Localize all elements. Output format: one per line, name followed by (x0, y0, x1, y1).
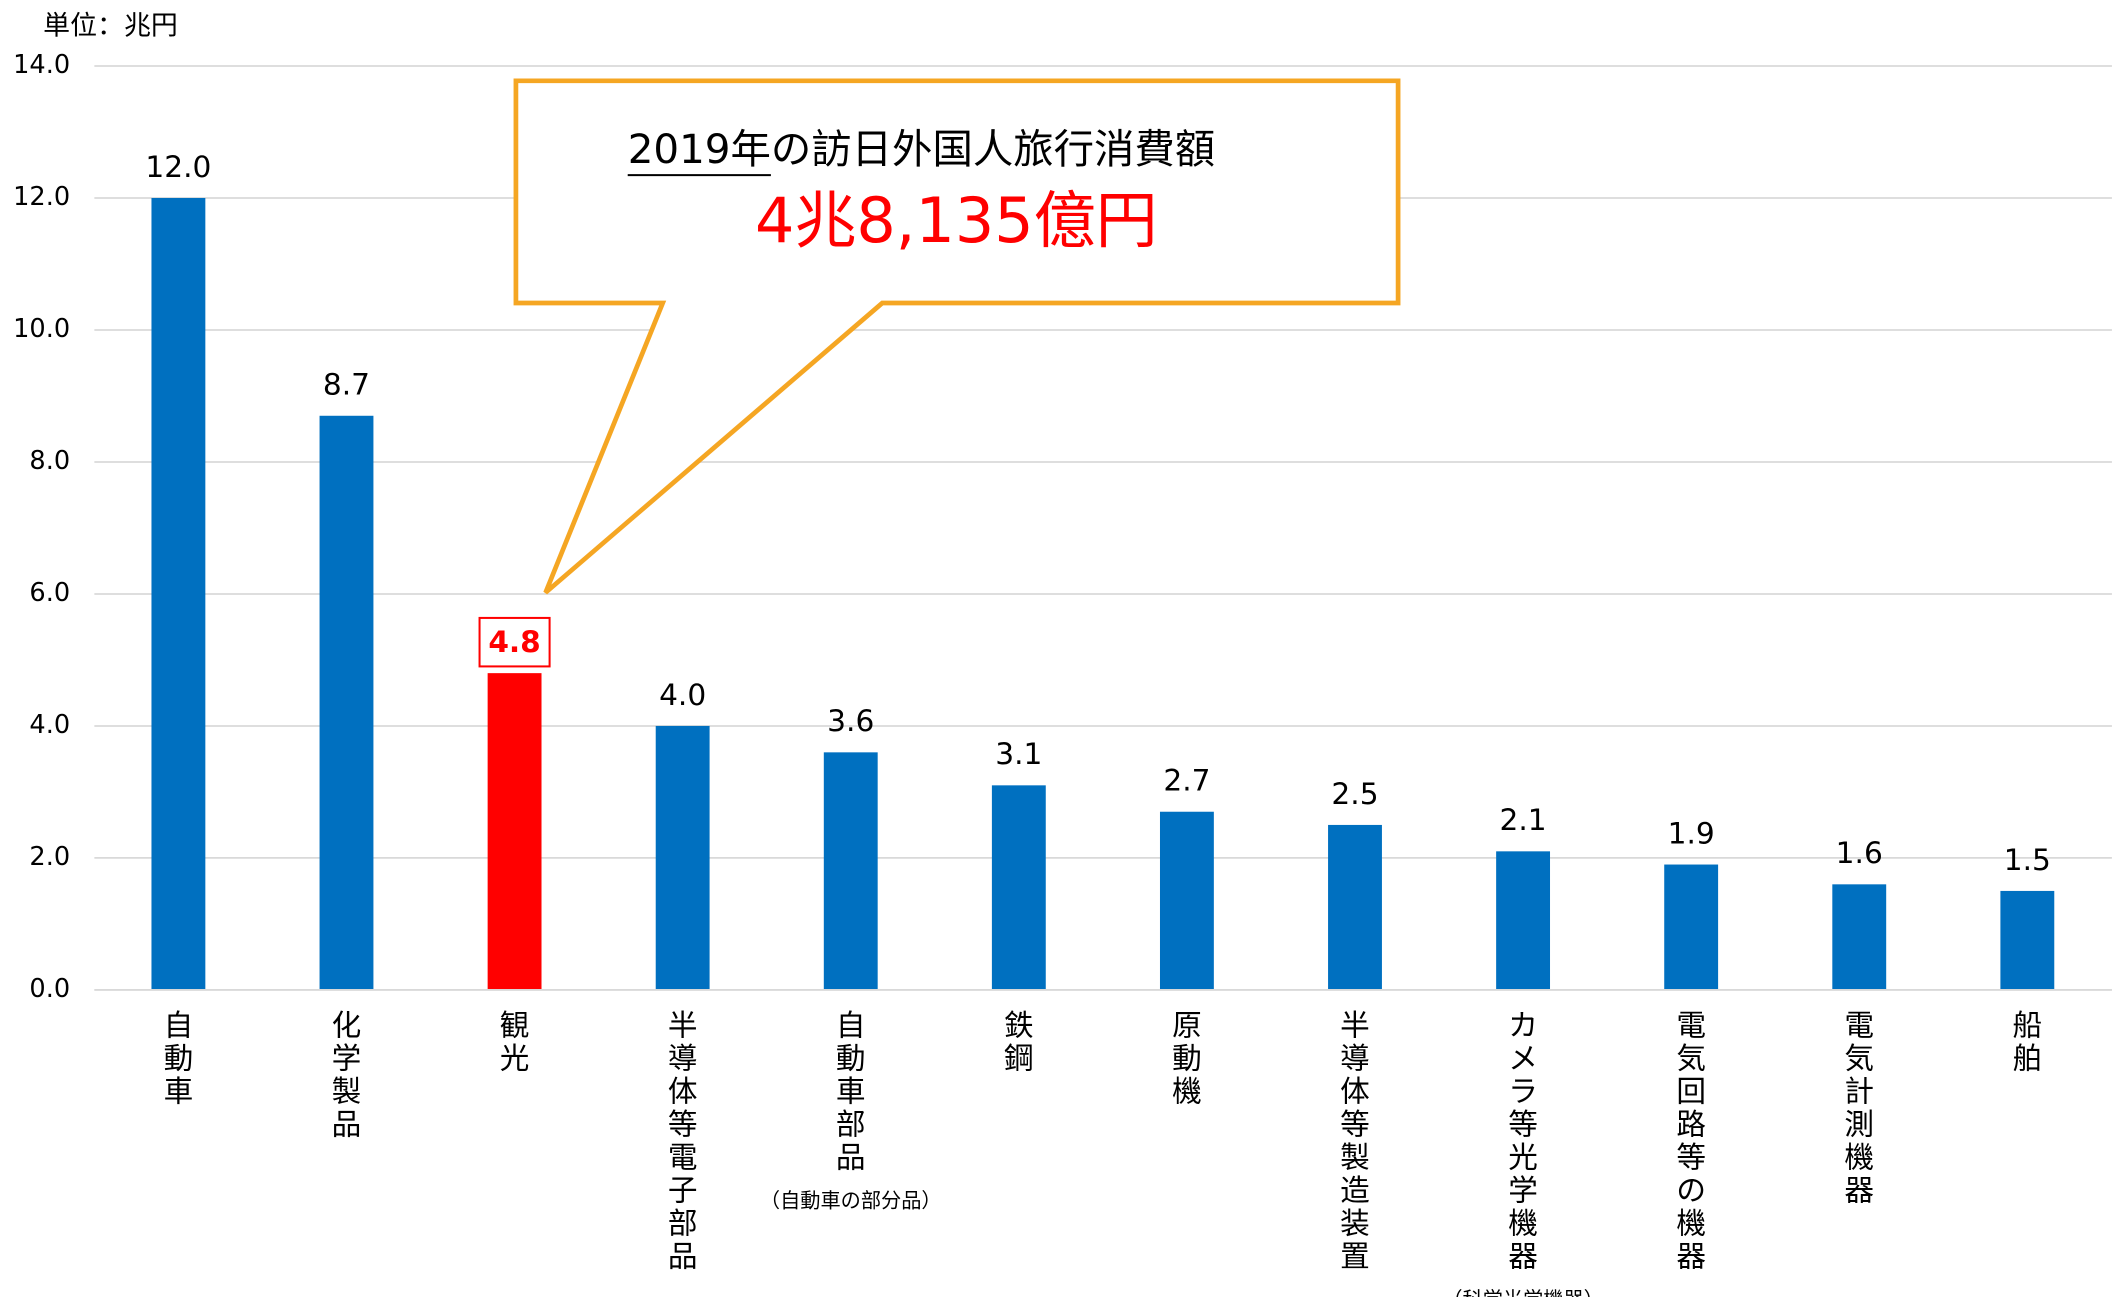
callout-amount: 4兆8,135億円 (755, 184, 1158, 257)
y-tick-label: 2.0 (29, 842, 70, 872)
bar (1832, 884, 1887, 990)
bar (823, 752, 878, 990)
x-tick-label: カメラ等光学機器 (1508, 1007, 1538, 1273)
y-tick-label: 6.0 (29, 578, 70, 608)
y-tick-label: 0.0 (29, 974, 70, 1004)
value-label: 12.0 (145, 149, 211, 184)
value-label: 4.0 (659, 677, 706, 712)
value-label: 3.6 (827, 703, 874, 738)
x-tick-label: 自動車 (164, 1007, 194, 1108)
bar (1328, 824, 1382, 990)
x-tick-label: 化学製品 (332, 1007, 362, 1141)
x-tick-note: （自動車の部分品） (760, 1189, 942, 1213)
bar (655, 725, 710, 990)
unit-label: 単位：兆円 (43, 10, 178, 41)
x-tick-label: 原動機 (1172, 1007, 1202, 1108)
bar (151, 197, 206, 990)
value-label: 1.6 (1836, 835, 1883, 870)
value-label: 2.7 (1163, 763, 1210, 798)
bar (991, 785, 1046, 990)
bar (487, 673, 542, 990)
x-tick-label: 観光 (500, 1007, 530, 1075)
bar (319, 415, 374, 990)
value-label: 4.8 (488, 624, 540, 659)
x-tick-note: （科学光学機器） (1442, 1288, 1604, 1297)
x-tick-label: 電気計測機器 (1844, 1007, 1874, 1207)
x-tick-label: 鉄鋼 (1004, 1007, 1034, 1075)
bar (2000, 890, 2055, 990)
y-tick-label: 4.0 (29, 710, 70, 740)
x-tick-label: 半導体等電子部品 (668, 1007, 698, 1273)
value-label-box (478, 616, 551, 668)
x-tick-label: 半導体等製造装置 (1340, 1007, 1370, 1273)
x-tick-label: 電気回路等の機器 (1676, 1007, 1706, 1273)
y-tick-label: 8.0 (29, 446, 70, 476)
y-tick-label: 12.0 (13, 182, 70, 212)
callout-heading: の訪日外国人旅行消費額 (771, 125, 1215, 173)
plot-area: 0.0 2.0 4.0 6.0 8.0 10.0 12.0 14.0 12.0 自動車 8.7 化学製… (13, 50, 2112, 1297)
value-label: 2.1 (1500, 802, 1547, 837)
y-tick-label: 14.0 (13, 50, 70, 80)
value-label: 2.5 (1331, 776, 1378, 811)
y-tick-label: 10.0 (13, 314, 70, 344)
x-tick-label: 船舶 (2013, 1007, 2043, 1075)
value-label: 1.9 (1668, 815, 1715, 850)
callout-box (513, 78, 1401, 595)
x-tick-label: 自動車部品 (836, 1007, 866, 1174)
bar (1496, 851, 1551, 990)
callout-heading-year: 2019年 (628, 125, 771, 173)
value-label: 8.7 (323, 367, 370, 402)
value-label: 3.1 (995, 736, 1042, 771)
value-label: 1.5 (2004, 842, 2051, 877)
bar (1159, 811, 1214, 990)
bar (1664, 864, 1719, 990)
